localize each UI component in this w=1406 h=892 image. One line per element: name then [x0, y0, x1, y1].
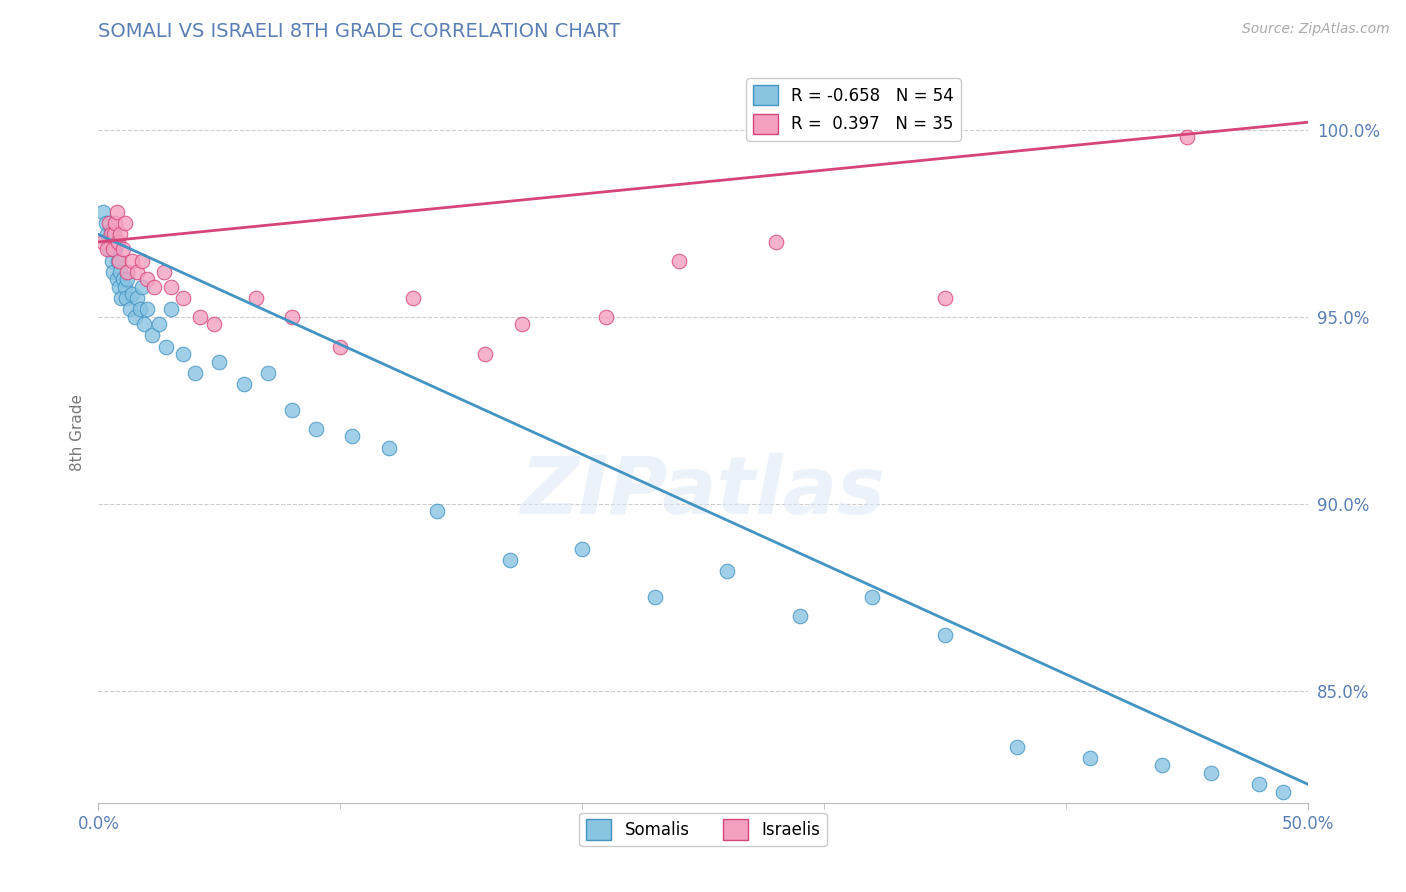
Point	[103, 227, 125, 242]
Point	[117, 265, 139, 279]
Point	[172, 291, 194, 305]
Point	[281, 403, 304, 417]
Point	[188, 310, 211, 324]
Point	[91, 205, 114, 219]
Point	[204, 317, 226, 331]
Point	[91, 235, 114, 249]
Point	[111, 272, 134, 286]
Point	[94, 216, 117, 230]
Point	[114, 280, 136, 294]
Point	[117, 272, 139, 286]
Point	[498, 553, 520, 567]
Point	[426, 504, 449, 518]
Y-axis label: 8th Grade: 8th Grade	[69, 394, 84, 471]
Point	[152, 265, 174, 279]
Point	[1007, 739, 1029, 754]
Point	[184, 366, 207, 380]
Point	[1175, 130, 1198, 145]
Point	[934, 627, 956, 641]
Point	[329, 340, 352, 354]
Point	[100, 224, 122, 238]
Point	[172, 347, 194, 361]
Point	[121, 287, 143, 301]
Point	[111, 243, 134, 257]
Point	[100, 227, 122, 242]
Point	[342, 429, 364, 443]
Point	[160, 280, 183, 294]
Point	[97, 235, 120, 249]
Point	[124, 310, 146, 324]
Point	[115, 291, 138, 305]
Text: ZIPatlas: ZIPatlas	[520, 453, 886, 531]
Point	[101, 265, 124, 279]
Point	[128, 302, 150, 317]
Point	[208, 354, 231, 368]
Point	[98, 243, 121, 257]
Point	[105, 272, 128, 286]
Point	[108, 253, 131, 268]
Point	[98, 216, 121, 230]
Point	[131, 280, 153, 294]
Point	[108, 265, 131, 279]
Point	[155, 340, 177, 354]
Point	[765, 235, 787, 249]
Point	[131, 253, 153, 268]
Text: Source: ZipAtlas.com: Source: ZipAtlas.com	[1241, 22, 1389, 37]
Point	[1078, 751, 1101, 765]
Point	[143, 280, 166, 294]
Point	[121, 253, 143, 268]
Point	[474, 347, 496, 361]
Point	[860, 590, 883, 604]
Point	[1152, 758, 1174, 772]
Point	[96, 243, 118, 257]
Point	[135, 302, 157, 317]
Point	[118, 302, 141, 317]
Point	[245, 291, 267, 305]
Point	[127, 291, 149, 305]
Point	[402, 291, 425, 305]
Point	[135, 272, 157, 286]
Point	[100, 253, 122, 268]
Point	[108, 227, 131, 242]
Point	[377, 441, 399, 455]
Point	[1199, 765, 1222, 780]
Point	[571, 541, 593, 556]
Point	[107, 253, 129, 268]
Point	[160, 302, 183, 317]
Point	[101, 243, 124, 257]
Point	[105, 205, 128, 219]
Point	[141, 328, 163, 343]
Point	[1249, 777, 1271, 791]
Point	[127, 265, 149, 279]
Point	[232, 377, 254, 392]
Point	[716, 564, 738, 578]
Text: SOMALI VS ISRAELI 8TH GRADE CORRELATION CHART: SOMALI VS ISRAELI 8TH GRADE CORRELATION …	[98, 22, 621, 41]
Point	[934, 291, 956, 305]
Point	[789, 608, 811, 623]
Point	[134, 317, 156, 331]
Point	[103, 235, 125, 249]
Point	[595, 310, 617, 324]
Point	[114, 216, 136, 230]
Point	[668, 253, 690, 268]
Point	[256, 366, 278, 380]
Point	[104, 243, 127, 257]
Point	[96, 227, 118, 242]
Point	[510, 317, 533, 331]
Point	[110, 291, 132, 305]
Legend: Somalis, Israelis: Somalis, Israelis	[579, 813, 827, 847]
Point	[107, 235, 129, 249]
Point	[1272, 784, 1295, 798]
Point	[108, 280, 131, 294]
Point	[148, 317, 170, 331]
Point	[281, 310, 304, 324]
Point	[644, 590, 666, 604]
Point	[305, 422, 328, 436]
Point	[104, 216, 127, 230]
